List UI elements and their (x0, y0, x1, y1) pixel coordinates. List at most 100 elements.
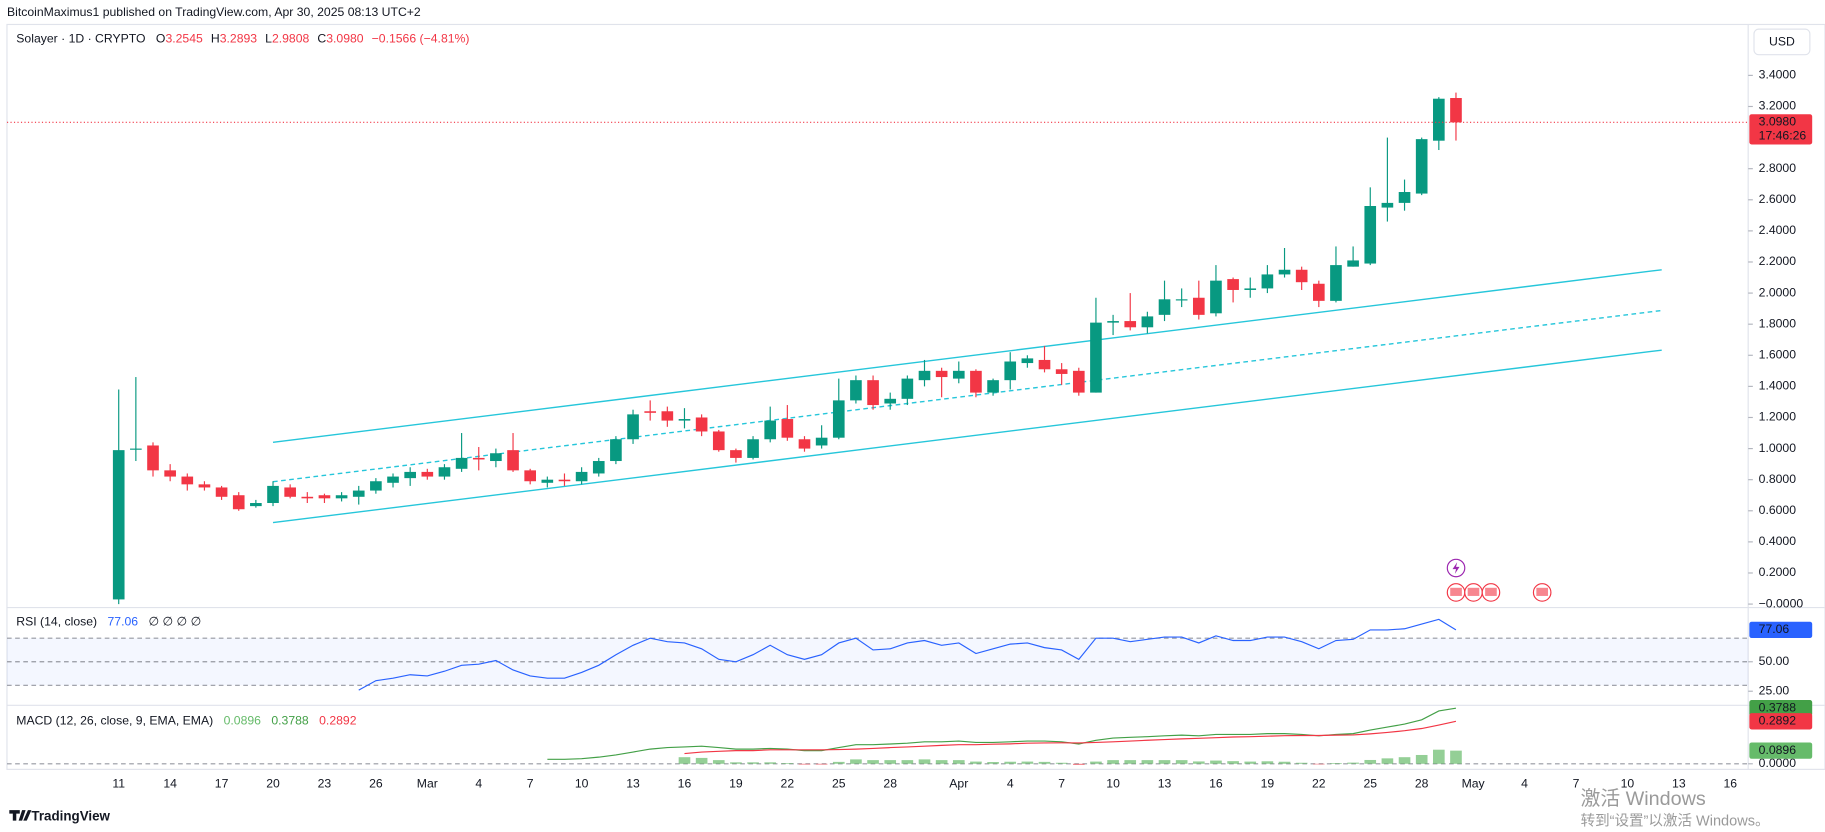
candle-body (112, 450, 125, 600)
histogram-bar (1398, 757, 1411, 764)
histogram-bar (867, 760, 879, 764)
candle-body (1141, 316, 1154, 328)
y-tick-label: 0.2000 (1759, 565, 1797, 579)
candle-body (1158, 299, 1171, 315)
histogram-bar (1004, 761, 1017, 764)
candle-body (970, 370, 982, 393)
ohlc-key: C (317, 32, 326, 46)
flag (1450, 587, 1462, 596)
ohlc-key: O (156, 32, 166, 46)
histogram-bar (1124, 760, 1137, 764)
value-badge-text: 0.0896 (1759, 743, 1797, 757)
value-badge-text: 77.06 (1759, 622, 1790, 636)
trend-line (272, 309, 1662, 483)
y-tick-label: 50.00 (1759, 654, 1790, 668)
candle-body (1192, 297, 1205, 315)
candle-body (695, 417, 708, 432)
histogram-bar (1107, 760, 1119, 764)
histogram-bar (1278, 761, 1291, 764)
publisher: BitcoinMaximus1 published on TradingView… (7, 5, 421, 19)
x-tick-label: 7 (527, 777, 534, 791)
candle-body (952, 370, 965, 379)
candle-body (815, 437, 828, 446)
histogram-bar (850, 759, 862, 764)
candle-body (1450, 98, 1462, 123)
watermark: 转到“设置”以激活 Windows。 (1581, 813, 1770, 830)
x-tick-label: 13 (1158, 777, 1172, 791)
histogram-bar (764, 762, 777, 764)
value-badge-text: 3.0980 (1759, 115, 1797, 129)
candle-body (764, 420, 777, 440)
candle-body (130, 448, 142, 450)
signal-value: 0.2892 (319, 714, 357, 728)
candle-body (301, 496, 314, 499)
ohlc-value: 2.9808 (272, 32, 310, 46)
histogram-bar (987, 762, 999, 764)
candle-body (1175, 299, 1188, 301)
candle-body (798, 439, 811, 449)
candle-body (181, 476, 194, 485)
candle-body (1381, 202, 1394, 208)
histogram-bar (781, 763, 794, 764)
y-tick-label: 2.2000 (1759, 254, 1797, 268)
x-tick-label: 4 (1007, 777, 1014, 791)
currency-button[interactable] (1753, 28, 1811, 56)
candle-body (1124, 321, 1137, 328)
histogram-bar (1175, 760, 1188, 764)
candle-body (524, 470, 537, 482)
histogram-bar (747, 762, 759, 764)
candle-body (164, 470, 176, 477)
histogram-bar (1141, 760, 1154, 764)
value-badge-text: 0.3788 (1759, 700, 1797, 714)
candle-body (1021, 358, 1034, 364)
value-badge (1749, 114, 1813, 145)
rsi-title: RSI (14, close) (16, 615, 97, 629)
candle-body (1330, 265, 1342, 301)
x-tick-label: 19 (1261, 777, 1275, 791)
trend-line (272, 269, 1662, 444)
candle-body (1107, 321, 1119, 323)
y-tick-label: 0.8000 (1759, 472, 1797, 486)
candle-body (987, 380, 999, 393)
event-icon (1452, 562, 1460, 574)
y-tick-label: 0.6000 (1759, 503, 1797, 517)
candle-body (1415, 139, 1428, 194)
candle-body (661, 411, 674, 421)
candle-body (421, 471, 434, 477)
candle-body (884, 398, 897, 404)
candle-body (558, 479, 571, 482)
y-tick-label: 3.4000 (1759, 68, 1797, 82)
candle-body (1055, 369, 1068, 374)
x-tick-label: 25 (832, 777, 846, 791)
candle-body (541, 479, 554, 483)
candle-body (644, 411, 657, 413)
y-tick-label: 0.0000 (1759, 756, 1797, 770)
candle-body (1433, 98, 1445, 141)
x-tick-label: 25 (1363, 777, 1377, 791)
x-tick-label: 7 (1573, 777, 1580, 791)
value-badge (1749, 742, 1813, 759)
x-tick-label: 11 (112, 777, 125, 791)
currency[interactable]: USD (1769, 35, 1795, 49)
value-badge (1749, 700, 1813, 717)
x-tick-label: 22 (781, 777, 795, 791)
candle-body (438, 467, 451, 477)
x-tick-label: Apr (949, 777, 968, 791)
candle-body (1004, 361, 1017, 381)
candle-body (832, 400, 845, 438)
events[interactable] (1446, 558, 1552, 602)
histogram-bar (1158, 760, 1171, 764)
candle-body (490, 453, 502, 462)
histogram-bar (1381, 758, 1394, 764)
candle-body (1347, 260, 1359, 267)
x-tick-label: 13 (626, 777, 640, 791)
candle-body (215, 487, 228, 497)
histogram-bar (678, 757, 691, 764)
symbol-legend: Solayer · 1D · CRYPTO O3.2545 H3.2893 L2… (16, 32, 469, 46)
candle-body (1038, 359, 1051, 370)
histogram-bar (1192, 761, 1205, 764)
y-tick-label: 1.2000 (1759, 410, 1797, 424)
candle-body (1210, 280, 1222, 314)
brand-logo (9, 810, 32, 821)
